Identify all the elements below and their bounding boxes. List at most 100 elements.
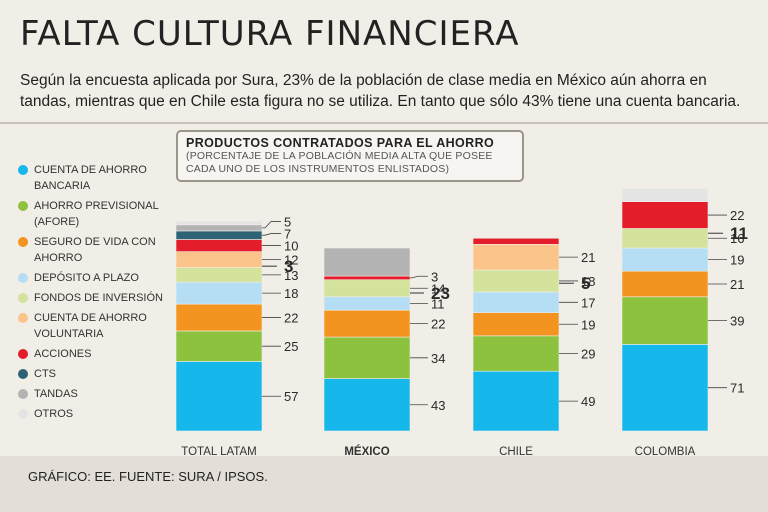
legend-label: CTS <box>34 368 56 380</box>
bar-segment-afore <box>323 336 411 379</box>
bar-segment-seguro <box>472 312 560 337</box>
legend-swatch <box>18 237 28 247</box>
legend-label: DEPÓSITO A PLAZO <box>34 272 139 284</box>
bar-segment-acciones <box>472 237 560 245</box>
data-label: 39 <box>730 314 744 329</box>
data-label: 5 <box>581 274 590 293</box>
bar-segment-afore <box>621 296 709 345</box>
data-label: 21 <box>730 277 744 292</box>
leader-line <box>410 275 428 279</box>
bar-segment-tandas <box>323 247 411 277</box>
bar-segment-otros <box>621 187 709 202</box>
legend-label: CUENTA DE AHORRO VOLUNTARIA <box>34 312 147 340</box>
legend-item-voluntaria: CUENTA DE AHORRO VOLUNTARIA <box>18 310 178 342</box>
legend-swatch <box>18 369 28 379</box>
data-label: 18 <box>581 274 595 289</box>
legend-item-deposito: DEPÓSITO A PLAZO <box>18 270 178 286</box>
legend-swatch <box>18 349 28 359</box>
bar-segment-afore <box>175 330 263 362</box>
legend-label: FONDOS DE INVERSIÓN <box>34 292 163 304</box>
data-label: 49 <box>581 394 595 409</box>
legend-item-seguro: SEGURO DE VIDA CON AHORRO <box>18 234 178 266</box>
page-title: FALTA CULTURA FINANCIERA <box>20 14 520 54</box>
data-label: 17 <box>581 295 595 310</box>
data-label: 29 <box>581 347 595 362</box>
chart-legend: CUENTA DE AHORRO BANCARIA AHORRO PREVISIO… <box>18 162 178 426</box>
legend-swatch <box>18 293 28 303</box>
legend-item-otros: OTROS <box>18 406 178 422</box>
data-label: 14 <box>431 281 445 296</box>
data-label: 25 <box>284 339 298 354</box>
bar-segment-fondos <box>175 267 263 283</box>
bar-segment-seguro <box>175 303 263 332</box>
data-label: 22 <box>431 317 445 332</box>
legend-swatch <box>18 313 28 323</box>
data-label: 3 <box>431 269 438 284</box>
bar-segment-cuenta <box>175 361 263 432</box>
data-label: 12 <box>284 253 298 268</box>
legend-item-cuenta: CUENTA DE AHORRO BANCARIA <box>18 162 178 194</box>
legend-swatch <box>18 409 28 419</box>
page-subtitle: Según la encuesta aplicada por Sura, 23%… <box>20 72 741 110</box>
source-footer: GRÁFICO: EE. FUENTE: SURA / IPSOS. <box>0 456 768 512</box>
bar-segment-voluntaria <box>472 244 560 271</box>
data-label: 57 <box>284 389 298 404</box>
bar-segment-cuenta <box>323 378 411 432</box>
data-label: 3 <box>284 257 293 276</box>
chart-subtitle: (PORCENTAJE DE LA POBLACIÓN MEDIA ALTA Q… <box>186 150 493 175</box>
legend-label: OTROS <box>34 408 74 420</box>
bar-segment-seguro <box>323 309 411 338</box>
legend-label: SEGURO DE VIDA CON AHORRO <box>34 236 156 264</box>
legend-label: TANDAS <box>34 388 78 400</box>
legend-item-tandas: TANDAS <box>18 386 178 402</box>
bar-segment-tandas <box>175 224 263 232</box>
data-label: 22 <box>730 208 744 223</box>
data-label: 5 <box>284 215 291 230</box>
source-text: GRÁFICO: EE. FUENTE: SURA / IPSOS. <box>28 469 268 484</box>
bar-segment-fondos <box>472 269 560 293</box>
bar-segment-fondos <box>621 228 709 249</box>
bar-segment-deposito <box>621 247 709 272</box>
chart-title-box: PRODUCTOS CONTRATADOS PARA EL AHORRO (PO… <box>176 130 524 182</box>
bar-segment-fondos <box>323 279 411 298</box>
bar-segment-cuenta <box>472 370 560 432</box>
data-label: 13 <box>284 268 298 283</box>
bar-segment-deposito <box>175 281 263 305</box>
legend-label: ACCIONES <box>34 348 92 360</box>
data-label: 71 <box>730 381 744 396</box>
bar-segment-acciones <box>621 201 709 229</box>
bar-segment-voluntaria <box>175 251 263 268</box>
data-label: 16 <box>730 231 744 246</box>
legend-item-afore: AHORRO PREVISIONAL (AFORE) <box>18 198 178 230</box>
data-label: 11 <box>431 297 445 312</box>
data-label: 22 <box>284 311 298 326</box>
category-label: CHILE <box>499 446 533 458</box>
bar-segment-cts <box>175 230 263 240</box>
data-label: 10 <box>284 239 298 254</box>
data-label: 19 <box>581 317 595 332</box>
bar-segment-acciones <box>323 275 411 281</box>
bar-segment-deposito <box>472 291 560 313</box>
legend-item-fondos: FONDOS DE INVERSIÓN <box>18 290 178 306</box>
legend-swatch <box>18 201 28 211</box>
legend-swatch <box>18 165 28 175</box>
data-label: 43 <box>431 398 445 413</box>
leader-line <box>262 233 281 236</box>
bar-segment-afore <box>472 335 560 372</box>
legend-swatch <box>18 389 28 399</box>
leader-line <box>262 221 281 229</box>
data-label: 7 <box>284 227 291 242</box>
bar-segment-acciones <box>175 239 263 252</box>
data-label: 18 <box>284 286 298 301</box>
data-label: 11 <box>730 224 748 243</box>
divider <box>0 122 768 124</box>
legend-swatch <box>18 273 28 283</box>
legend-item-acciones: ACCIONES <box>18 346 178 362</box>
data-label: 19 <box>730 253 744 268</box>
bar-segment-seguro <box>621 270 709 298</box>
category-label: MÉXICO <box>344 445 389 458</box>
bar-segment-otros <box>175 220 263 226</box>
legend-label: AHORRO PREVISIONAL (AFORE) <box>34 200 159 228</box>
legend-label: CUENTA DE AHORRO BANCARIA <box>34 164 147 192</box>
